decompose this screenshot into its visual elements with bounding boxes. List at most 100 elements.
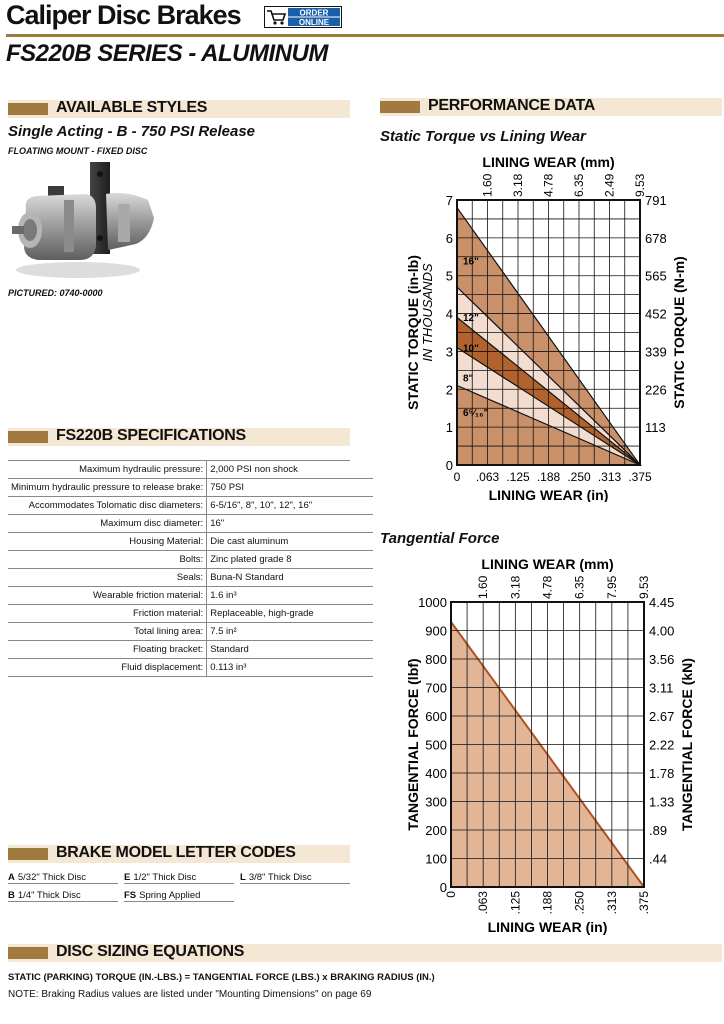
x-tick-label: .063 [476,470,500,484]
code-desc: Spring Applied [139,890,201,901]
series-label: 10" [463,343,479,354]
caliper-product-image [12,162,154,278]
spec-label: Maximum hydraulic pressure: [8,461,207,479]
y-tick-label: 200 [425,823,447,838]
table-row: Minimum hydraulic pressure to release br… [8,478,374,497]
x-tick-label: 0 [444,891,458,898]
letter-code-fs: FS Spring Applied [124,890,234,902]
table-row: Housing Material: Die cast aluminum [8,532,374,551]
table-row: Friction material: Replaceable, high-grad… [8,604,374,623]
spec-value: 6-5/16", 8", 10", 12", 16" [206,496,374,515]
y2-axis-title: STATIC TORQUE (N-m) [671,256,687,408]
y2-tick-label: 452 [645,307,667,322]
code-desc: 1/4" Thick Disc [17,890,81,901]
section-header-available-styles: AVAILABLE STYLES [8,99,350,118]
spec-value: 0.113 in³ [206,658,374,677]
y2-tick-label: 791 [645,193,667,208]
spec-value: 750 PSI [206,478,374,497]
x2-axis-title: LINING WEAR (mm) [481,556,613,572]
section-header-performance: PERFORMANCE DATA [380,97,722,116]
spec-value: 2,000 PSI non shock [206,461,374,479]
x-tick-label: .375 [637,891,651,915]
x-tick-label: .188 [541,891,555,915]
letter-code-l: L 3/8" Thick Disc [240,872,350,884]
table-row: Maximum hydraulic pressure: 2,000 PSI non… [8,461,374,479]
x-tick-label: .125 [508,891,522,915]
tangential-force-chart: 0 .063 .125 .188 .250 .313 .375 1.60 3.18 4.78 6.3… [405,556,695,935]
y-axis-title: TANGENTIAL FORCE (lbf) [405,658,421,830]
section-header-sizing: DISC SIZING EQUATIONS [8,943,722,962]
letter-code-b: B 1/4" Thick Disc [8,890,118,902]
style-title: Single Acting - B - 750 PSI Release [8,123,256,140]
y-tick-label: 0 [446,458,453,473]
title-rule [6,34,724,37]
x-tick-label: .125 [506,470,530,484]
x2-axis-title: LINING WEAR (mm) [482,154,614,170]
y-tick-label: 500 [425,738,447,753]
code-desc: 1/2" Thick Disc [133,872,197,883]
y2-tick-label: 226 [645,382,667,397]
series-label: 8" [463,374,474,385]
section-title: FS220B SPECIFICATIONS [56,427,246,444]
y2-tick-label: 339 [645,344,667,359]
y-tick-label: 7 [446,193,453,208]
x2-tick-label: 2.49 [603,173,617,197]
table-row: Maximum disc diameter: 16" [8,514,374,533]
letter-code-a: A 5/32" Thick Disc [8,872,118,884]
code-desc: 3/8" Thick Disc [248,872,312,883]
x2-tick-label: 9.53 [637,575,651,599]
y2-tick-label: .44 [649,852,667,867]
x-tick-label: .250 [567,470,591,484]
x-tick-label: 0 [454,470,461,484]
section-title: PERFORMANCE DATA [428,97,596,114]
torque-chart: 0 .063 .125 .188 .250 .313 .375 1.60 3.18 4.78 6.3… [405,154,687,502]
code-letter: A [8,872,15,883]
order-online-button[interactable]: ORDER ONLINE [264,6,342,28]
page-subtitle: FS220B SERIES - ALUMINUM [6,40,328,67]
code-desc: 5/32" Thick Disc [17,872,87,883]
y-tick-label: 5 [446,269,453,284]
chart-title-torque: Static Torque vs Lining Wear [380,128,586,145]
x2-tick-label: 4.78 [542,173,556,197]
table-row: Accommodates Tolomatic disc diameters: 6-… [8,496,374,515]
sizing-note: NOTE: Braking Radius values are listed u… [8,989,372,1000]
section-title: DISC SIZING EQUATIONS [56,943,245,960]
pictured-part-number: PICTURED: 0740-0000 [8,288,103,298]
series-label: 12" [463,313,479,324]
y-tick-label: 700 [425,681,447,696]
x2-tick-label: 1.60 [481,173,495,197]
y-tick-label: 3 [446,344,453,359]
x2-tick-label: 4.78 [541,575,555,599]
spec-value: Zinc plated grade 8 [206,550,374,569]
x2-tick-label: 1.60 [476,575,490,599]
order-text: ORDER [300,8,329,17]
spec-label: Housing Material: [8,532,207,551]
y-tick-label: 2 [446,382,453,397]
x2-tick-label: 6.35 [573,575,587,599]
spec-label: Maximum disc diameter: [8,514,207,533]
y2-tick-label: 4.45 [649,595,674,610]
y-tick-label: 600 [425,709,447,724]
y2-tick-label: 1.33 [649,795,674,810]
y2-axis-title: TANGENTIAL FORCE (kN) [679,658,695,831]
y-tick-label: 4 [446,307,453,322]
series-label: 16" [463,256,479,267]
x2-tick-label: 3.18 [508,575,522,599]
plot-frame [450,601,645,888]
online-text: ONLINE [299,18,330,27]
spec-table-top-rule [8,460,350,461]
spec-value: Standard [206,640,374,659]
y2-tick-label: 2.22 [649,738,674,753]
section-header-letter-codes: BRAKE MODEL LETTER CODES [8,844,350,863]
y2-tick-label: 565 [645,269,667,284]
code-letter: B [8,890,15,901]
spec-label: Bolts: [8,550,207,569]
spec-label: Minimum hydraulic pressure to release br… [8,478,207,497]
letter-code-e: E 1/2" Thick Disc [124,872,234,884]
page-title: Caliper Disc Brakes [6,0,242,30]
y2-tick-label: 3.56 [649,652,674,667]
x-tick-label: .313 [598,470,622,484]
spec-value: 16" [206,514,374,533]
spec-label: Friction material: [8,604,207,623]
y-tick-label: 900 [425,624,447,639]
